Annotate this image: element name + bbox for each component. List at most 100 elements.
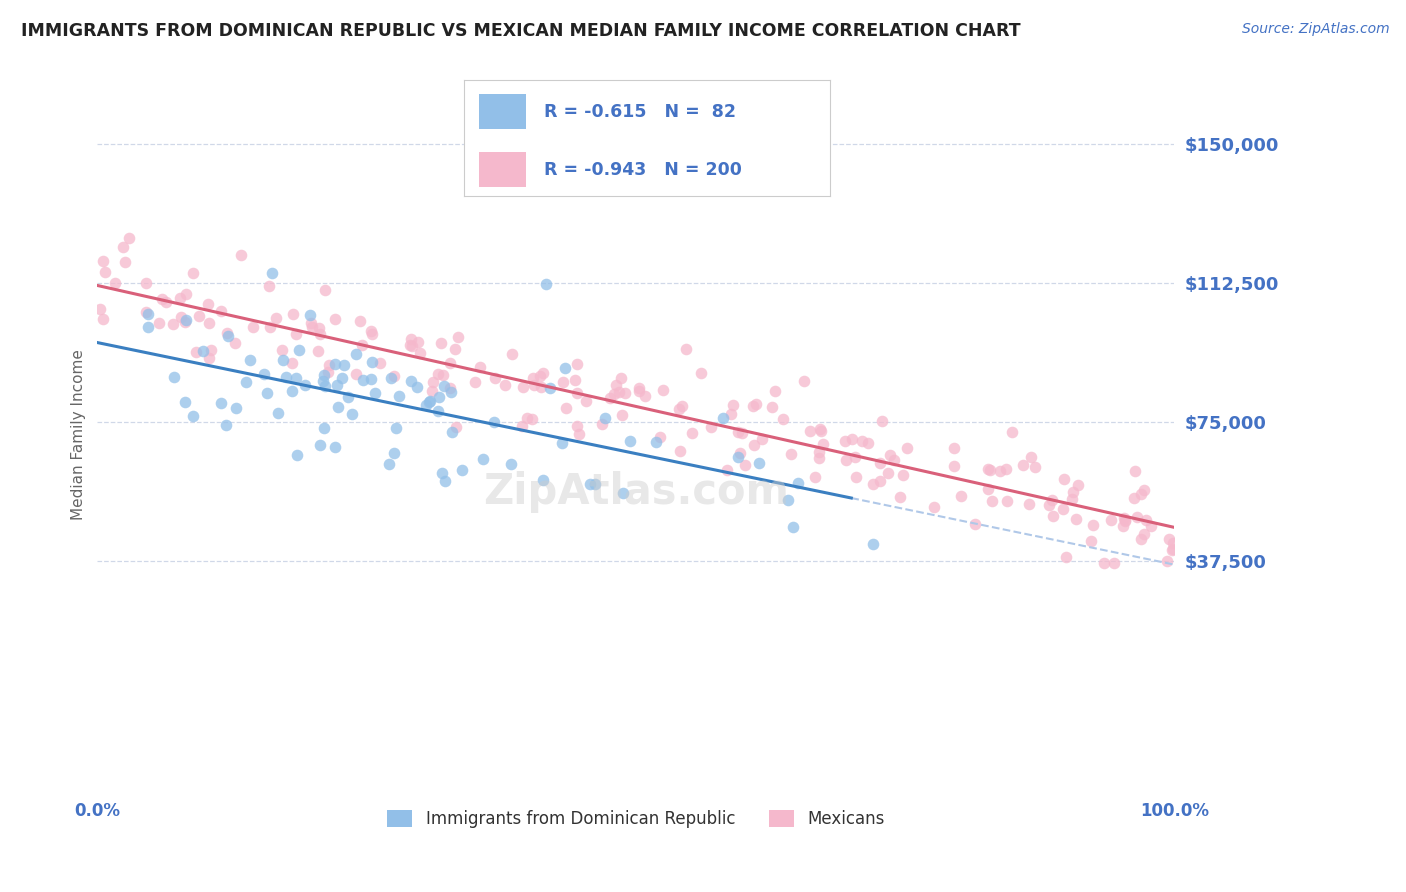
Legend: Immigrants from Dominican Republic, Mexicans: Immigrants from Dominican Republic, Mexi… [381,803,891,834]
Point [1018,497,1040,511]
Point [1062,484,1084,499]
Point [409,346,432,360]
Point [346,367,368,381]
Point [522,412,544,426]
Point [332,358,354,372]
Point [360,372,382,386]
Point [994,461,1017,475]
Point [879,449,901,463]
Point [1114,514,1136,528]
Point [1011,458,1033,472]
Point [311,374,333,388]
Point [565,385,588,400]
Point [1102,556,1125,570]
Point [619,434,641,449]
Point [380,370,402,384]
Point [522,371,544,385]
Point [299,308,322,322]
Point [225,401,247,416]
Point [430,466,453,480]
Point [603,387,626,401]
Point [188,310,211,324]
Point [628,384,651,398]
Point [136,319,159,334]
Point [427,391,450,405]
Point [264,310,287,325]
Point [197,316,219,330]
Point [671,399,693,413]
Point [716,463,738,477]
Point [745,397,768,411]
Point [94,264,117,278]
Point [361,355,384,369]
Point [217,329,239,343]
Point [257,279,280,293]
Point [979,463,1001,477]
Point [869,456,891,470]
Point [529,368,551,383]
Point [260,266,283,280]
Point [155,294,177,309]
Point [422,375,444,389]
Point [742,438,765,452]
Point [361,327,384,342]
Point [170,310,193,325]
Point [174,287,197,301]
Point [650,430,672,444]
Point [1001,425,1024,439]
Point [668,402,690,417]
Point [804,469,827,483]
Text: R = -0.943   N = 200: R = -0.943 N = 200 [544,161,742,178]
Point [728,445,751,459]
Point [1101,512,1123,526]
Point [440,425,463,439]
Point [136,307,159,321]
Point [950,489,973,503]
Point [1130,487,1153,501]
Point [727,450,749,464]
Point [439,381,461,395]
Point [420,384,443,398]
Point [323,357,346,371]
Point [981,494,1004,508]
Point [308,320,330,334]
Point [551,436,574,450]
Point [444,420,467,434]
Point [433,475,456,489]
Point [242,320,264,334]
Point [1156,554,1178,568]
Point [610,409,633,423]
Point [593,410,616,425]
Point [150,292,173,306]
Point [1133,526,1156,541]
Point [808,445,831,459]
Point [1114,513,1136,527]
Point [554,361,576,376]
Point [214,417,236,432]
Point [1130,533,1153,547]
Point [891,468,914,483]
Point [845,470,868,484]
Point [385,421,408,435]
Point [439,356,461,370]
Point [181,409,204,424]
Point [350,338,373,352]
Point [314,368,336,383]
Point [401,374,423,388]
Point [224,335,246,350]
Point [870,414,893,428]
Point [336,390,359,404]
Point [382,368,405,383]
Point [501,347,523,361]
Point [271,352,294,367]
Point [700,419,723,434]
Point [720,407,742,421]
Y-axis label: Median Family Income: Median Family Income [72,350,86,521]
Point [408,334,430,349]
Point [378,458,401,472]
Point [281,356,304,370]
Point [943,442,966,456]
Point [869,475,891,489]
Point [184,344,207,359]
Point [181,266,204,280]
